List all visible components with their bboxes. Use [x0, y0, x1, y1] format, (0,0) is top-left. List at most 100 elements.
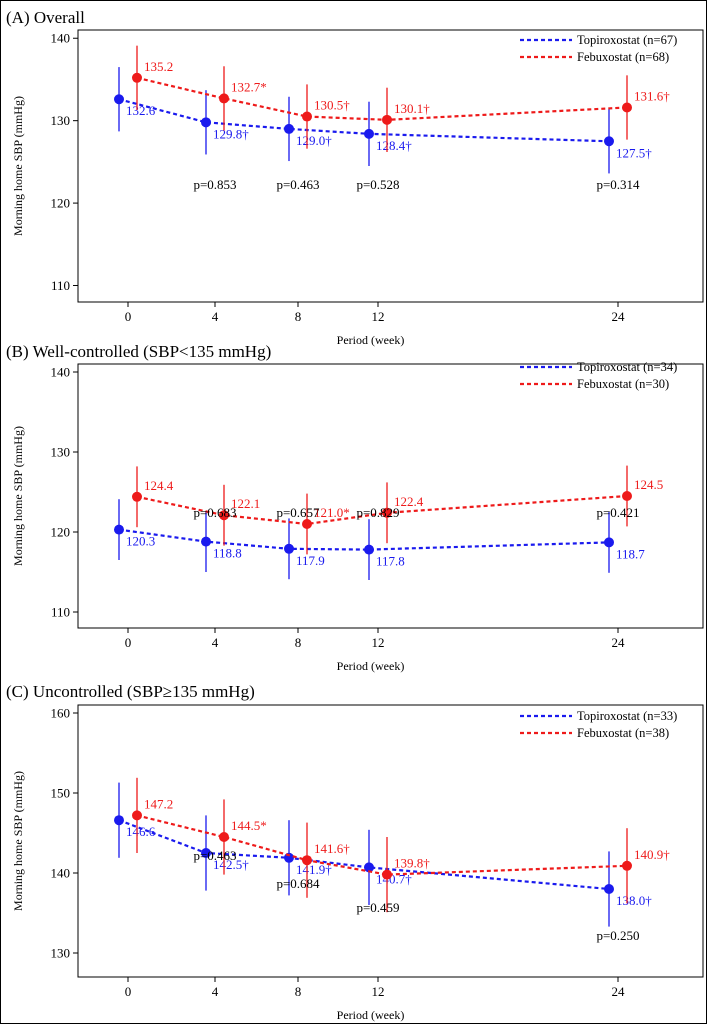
y-tick-label: 120	[51, 525, 71, 540]
p-value-label: p=0.657	[276, 505, 320, 520]
febuxostat-data-label: 130.1†	[394, 101, 430, 116]
febuxostat-data-label: 130.5†	[314, 98, 350, 113]
y-tick-label: 120	[51, 196, 71, 211]
topiroxostat-point	[114, 815, 124, 826]
topiroxostat-point	[604, 537, 614, 548]
y-tick-label: 140	[51, 365, 71, 380]
x-axis-label: Period (week)	[337, 333, 405, 347]
topiroxostat-point	[201, 848, 211, 858]
febuxostat-data-label: 124.4	[144, 478, 174, 493]
legend-entry-topiroxostat: Topiroxostat (n=33)	[577, 709, 677, 723]
febuxostat-point	[622, 102, 632, 113]
febuxostat-data-label: 131.6†	[634, 88, 670, 103]
y-tick-label: 140	[51, 31, 71, 46]
y-tick-label: 130	[51, 445, 71, 460]
topiroxostat-point	[364, 128, 374, 139]
x-tick-label: 0	[125, 635, 132, 650]
p-value-label: p=0.463	[193, 848, 236, 863]
x-tick-label: 4	[212, 984, 219, 999]
x-tick-label: 12	[372, 309, 385, 324]
p-value-label: p=0.853	[193, 177, 236, 192]
topiroxostat-data-label: 146.6	[126, 824, 156, 839]
topiroxostat-point	[114, 94, 124, 105]
x-tick-label: 0	[125, 984, 132, 999]
x-tick-label: 0	[125, 309, 132, 324]
p-value-label: p=0.463	[276, 177, 319, 192]
plot-area	[77, 704, 704, 978]
topiroxostat-point	[364, 862, 374, 873]
topiroxostat-data-label: 141.9†	[296, 862, 332, 877]
topiroxostat-point	[604, 136, 614, 147]
topiroxostat-point	[604, 884, 614, 894]
topiroxostat-data-label: 117.8	[376, 554, 405, 569]
febuxostat-point	[382, 507, 392, 518]
febuxostat-point	[219, 93, 229, 104]
y-tick-label: 110	[51, 605, 70, 620]
febuxostat-data-label: 147.2	[144, 796, 173, 811]
topiroxostat-data-label: 138.0†	[616, 893, 652, 908]
febuxostat-data-label: 122.1	[231, 496, 260, 511]
topiroxostat-data-label: 128.4†	[376, 138, 412, 153]
topiroxostat-point	[284, 123, 294, 134]
x-tick-label: 24	[612, 635, 626, 650]
legend-entry-febuxostat: Febuxostat (n=30)	[577, 377, 669, 391]
panel-title: (A) Overall	[6, 8, 85, 27]
y-tick-label: 140	[51, 866, 71, 881]
febuxostat-point	[382, 114, 392, 125]
y-tick-label: 160	[51, 706, 71, 721]
topiroxostat-point	[114, 524, 124, 535]
topiroxostat-data-label: 117.9	[296, 553, 325, 568]
febuxostat-point	[622, 860, 632, 871]
p-value-label: p=0.829	[356, 505, 399, 520]
panel-title: (C) Uncontrolled (SBP≥135 mmHg)	[6, 682, 255, 701]
x-axis-label: Period (week)	[337, 1008, 405, 1022]
p-value-label: p=0.683	[193, 505, 236, 520]
topiroxostat-data-label: 127.5†	[616, 145, 652, 160]
chart-panel-2: (C) Uncontrolled (SBP≥135 mmHg) 130 140 150…	[6, 682, 704, 1022]
febuxostat-point	[302, 855, 312, 866]
x-tick-label: 12	[372, 984, 385, 999]
x-tick-label: 4	[212, 635, 219, 650]
febuxostat-line	[136, 494, 628, 526]
legend-entry-topiroxostat: Topiroxostat (n=34)	[577, 360, 677, 374]
febuxostat-data-label: 121.0*	[314, 505, 350, 520]
y-tick-label: 110	[51, 278, 70, 293]
plot-area	[77, 363, 704, 629]
y-tick-label: 150	[51, 786, 71, 801]
p-value-label: p=0.314	[596, 177, 640, 192]
febuxostat-data-label: 122.4	[394, 494, 424, 509]
febuxostat-point	[302, 519, 312, 529]
p-value-label: p=0.684	[276, 876, 320, 891]
febuxostat-data-label: 140.9†	[634, 847, 670, 862]
y-axis-label: Morning home SBP (mmHg)	[11, 96, 25, 236]
p-value-label: p=0.528	[356, 177, 399, 192]
topiroxostat-point	[364, 544, 374, 555]
x-tick-label: 8	[295, 635, 302, 650]
febuxostat-data-label: 139.8†	[394, 856, 430, 871]
x-tick-label: 8	[295, 309, 302, 324]
topiroxostat-data-label: 132.6	[126, 103, 156, 118]
febuxostat-data-label: 135.2	[144, 59, 173, 74]
topiroxostat-point	[201, 536, 211, 547]
topiroxostat-data-label: 118.7	[616, 546, 645, 561]
chart-panel-1: (B) Well-controlled (SBP<135 mmHg)110120…	[6, 342, 704, 673]
p-value-label: p=0.250	[596, 928, 639, 943]
febuxostat-point	[132, 810, 142, 821]
topiroxostat-data-label: 129.8†	[213, 126, 249, 141]
y-tick-label: 130	[51, 113, 71, 128]
x-tick-label: 12	[372, 635, 385, 650]
legend-entry-topiroxostat: Topiroxostat (n=67)	[577, 33, 677, 47]
topiroxostat-data-label: 129.0†	[296, 133, 332, 148]
topiroxostat-line	[118, 528, 610, 551]
y-axis-label: Morning home SBP (mmHg)	[11, 771, 25, 911]
febuxostat-point	[302, 111, 312, 122]
y-axis-label: Morning home SBP (mmHg)	[11, 426, 25, 566]
febuxostat-data-label: 144.5*	[231, 818, 267, 833]
febuxostat-line	[136, 76, 628, 121]
x-axis-label: Period (week)	[337, 659, 405, 673]
febuxostat-point	[622, 491, 632, 501]
legend-entry-febuxostat: Febuxostat (n=68)	[577, 50, 669, 64]
y-tick-label: 130	[51, 946, 71, 961]
x-tick-label: 8	[295, 984, 302, 999]
febuxostat-point	[382, 869, 392, 880]
